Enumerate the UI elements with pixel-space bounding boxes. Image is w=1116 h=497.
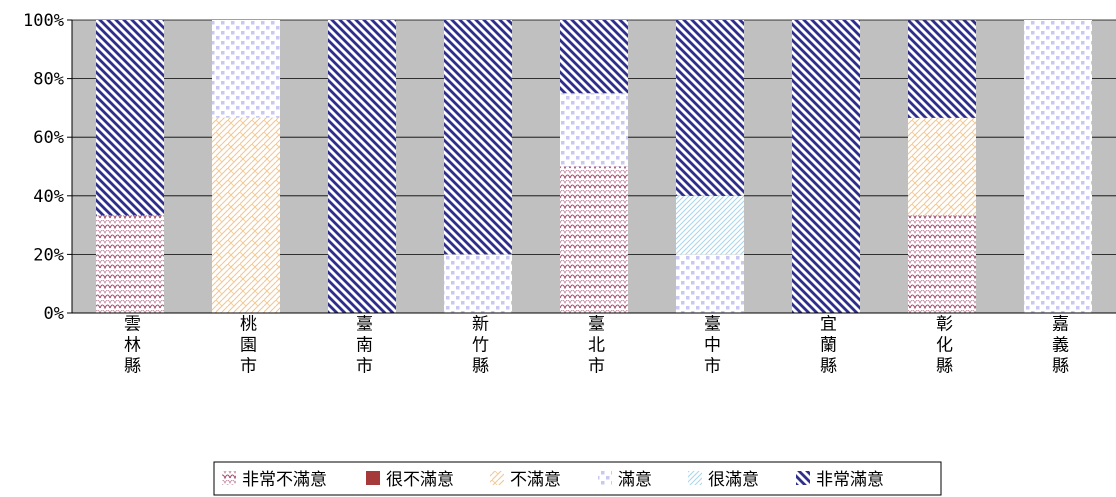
plot-area: 0% 20% 40% 60% 80% 100% 雲林縣 桃園市 臺南市 新竹縣 臺北市 臺中市 宜蘭縣 彰…	[23, 11, 1116, 378]
bar-segment	[96, 215, 164, 313]
y-tick-label: 60%	[33, 128, 64, 148]
x-category-label: 彰化縣	[932, 314, 953, 377]
legend-swatch	[598, 471, 612, 485]
bar-segment	[676, 254, 744, 313]
bar-segment	[444, 254, 512, 313]
y-tick-label: 20%	[33, 245, 64, 265]
legend-item: 很不滿意	[366, 470, 454, 490]
bar-segment	[676, 20, 744, 196]
legend-item: 滿意	[598, 470, 652, 490]
legend-item: 不滿意	[490, 470, 561, 490]
legend-label: 非常不滿意	[242, 470, 327, 490]
x-category-label: 桃園市	[236, 314, 257, 377]
bar-segment	[908, 20, 976, 118]
bar-segment	[560, 166, 628, 313]
legend-item: 非常不滿意	[222, 470, 327, 490]
x-category-label: 宜蘭縣	[816, 314, 837, 377]
bar-segment	[792, 20, 860, 313]
legend-label: 不滿意	[510, 470, 561, 490]
legend: 非常不滿意 很不滿意 不滿意 滿意 很滿意 非常滿意	[213, 461, 942, 496]
bar-segment	[908, 215, 976, 313]
legend-label: 很不滿意	[386, 470, 454, 490]
legend-swatch	[366, 471, 380, 485]
x-category-label: 新竹縣	[468, 314, 489, 377]
y-tick-label: 0%	[44, 304, 64, 324]
bar-segment	[1024, 20, 1092, 313]
legend-label: 非常滿意	[816, 470, 884, 490]
bar-segment	[212, 117, 280, 313]
legend-swatch	[796, 471, 810, 485]
x-category-label: 嘉義縣	[1048, 314, 1069, 377]
legend-label: 滿意	[618, 470, 652, 490]
legend-item: 非常滿意	[796, 470, 884, 490]
bar-segment	[560, 20, 628, 94]
bar-segment	[676, 195, 744, 255]
x-category-label: 臺南市	[352, 314, 373, 377]
x-category-label: 臺北市	[584, 314, 605, 377]
legend-swatch	[222, 471, 236, 485]
legend-label: 很滿意	[708, 470, 759, 490]
legend-swatch	[490, 471, 504, 485]
x-category-label: 雲林縣	[120, 314, 141, 377]
bar-segment	[212, 20, 280, 118]
legend-swatch	[688, 471, 702, 485]
y-tick-label: 40%	[33, 187, 64, 207]
y-tick-label: 80%	[33, 70, 64, 90]
bar-segment	[328, 20, 396, 313]
legend-item: 很滿意	[688, 470, 759, 490]
bar-segment	[444, 20, 512, 255]
x-category-label: 臺中市	[700, 314, 721, 377]
legend-box	[213, 461, 942, 496]
bar-segment	[908, 117, 976, 216]
bar-segment	[560, 93, 628, 167]
bar-segment	[96, 20, 164, 216]
y-tick-label: 100%	[23, 11, 64, 31]
